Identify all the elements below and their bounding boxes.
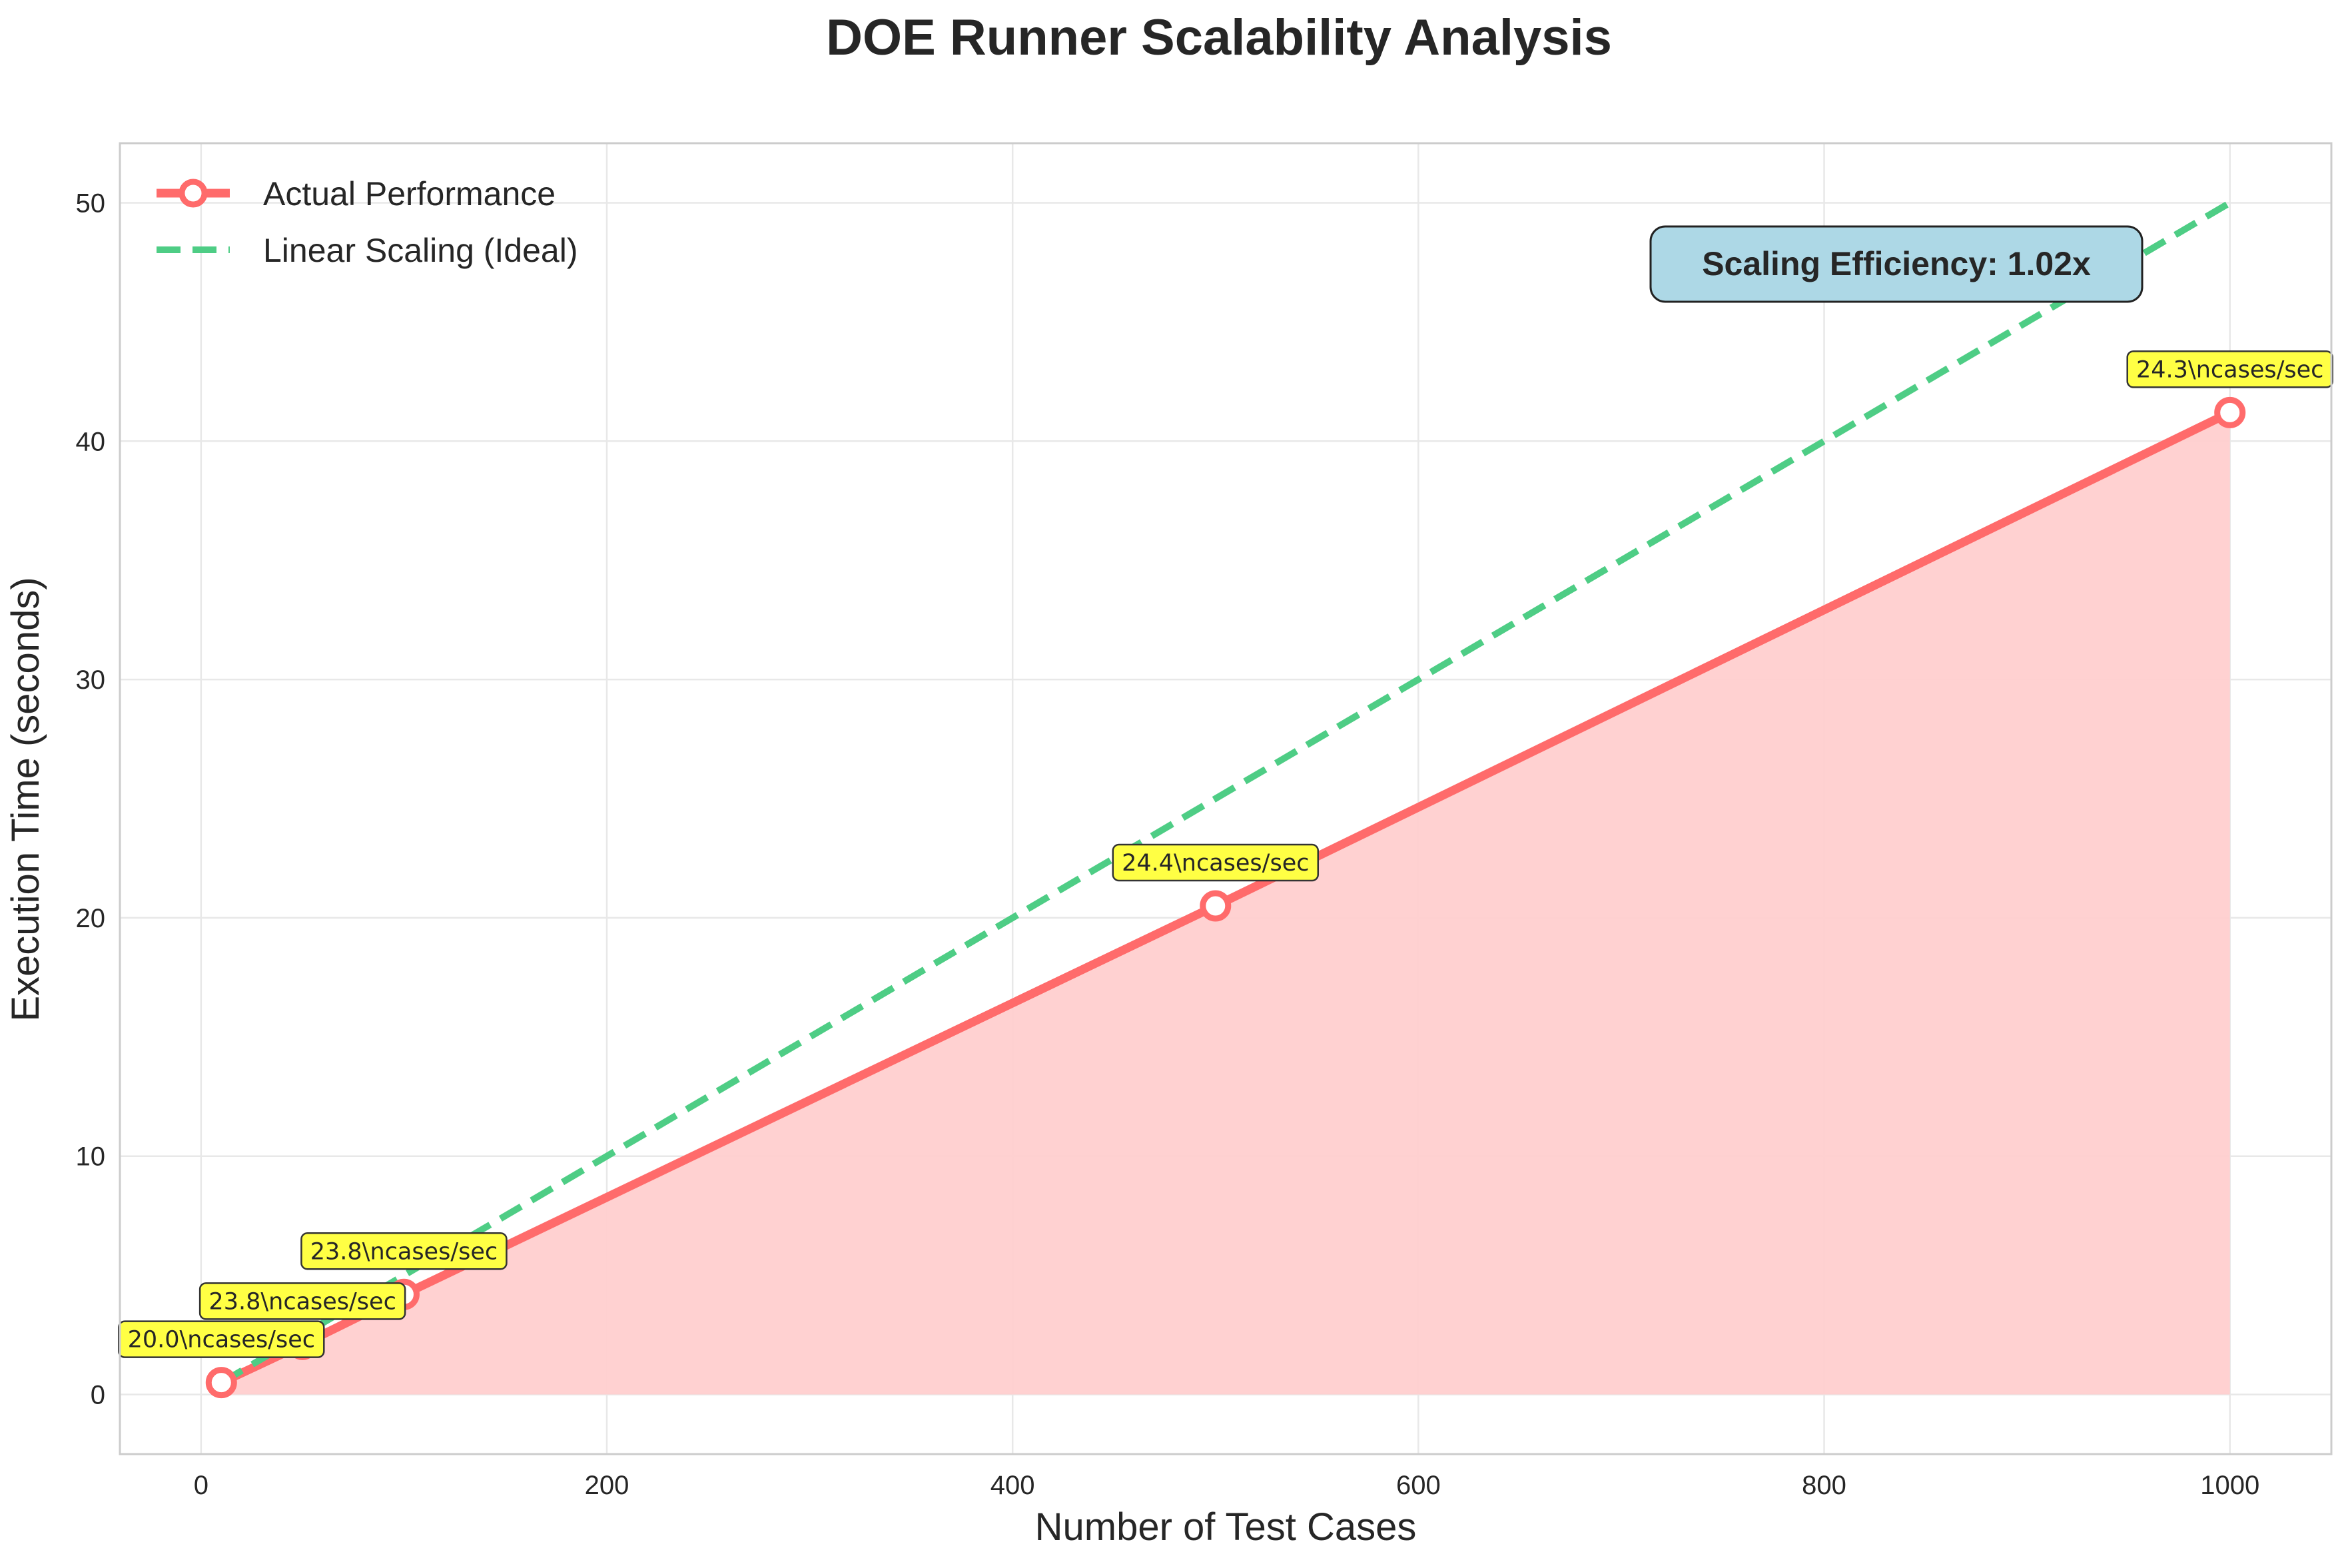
efficiency-box-bg <box>1649 225 2144 303</box>
actual-data-point <box>205 1367 237 1399</box>
rate-annotation-box <box>300 1232 508 1270</box>
plot-frame <box>119 142 2333 1455</box>
actual-data-point <box>2214 396 2246 428</box>
rate-annotation-box <box>198 1282 406 1320</box>
legend-actual-marker <box>179 179 208 208</box>
x-tick-label: 1000 <box>2200 1471 2259 1500</box>
actual-data-point <box>1200 890 1232 922</box>
rate-annotation-label: 23.8\ncases/sec <box>310 1238 498 1265</box>
tick-labels: 0 200 400 600 800 1000 0 10 20 30 40 50 <box>76 189 2260 1500</box>
x-tick-label: 600 <box>1396 1471 1441 1500</box>
x-tick-label: 0 <box>194 1471 208 1500</box>
y-tick-label: 30 <box>76 665 106 695</box>
rate-annotation-box <box>2126 350 2333 388</box>
x-tick-label: 400 <box>990 1471 1035 1500</box>
linear-scaling-line <box>219 200 2232 1385</box>
chart-title: DOE Runner Scalability Analysis <box>826 9 1612 66</box>
y-tick-label: 0 <box>91 1381 105 1410</box>
legend-actual-label: Actual Performance <box>263 175 556 212</box>
y-tick-label: 10 <box>76 1142 106 1172</box>
x-tick-label: 800 <box>1802 1471 1846 1500</box>
rate-annotation-label: 24.4\ncases/sec <box>1122 850 1309 877</box>
x-tick-label: 200 <box>585 1471 629 1500</box>
x-axis-title: Number of Test Cases <box>1035 1505 1417 1549</box>
rate-annotation-box <box>1112 843 1320 882</box>
efficiency-label: Scaling Efficiency: 1.02x <box>1702 245 2091 282</box>
efficiency-box: Scaling Efficiency: 1.02x <box>1649 225 2144 303</box>
rate-annotation-label: 24.3\ncases/sec <box>2136 356 2323 383</box>
rate-annotation-label: 23.8\ncases/sec <box>208 1288 396 1315</box>
legend-ideal-label: Linear Scaling (Ideal) <box>263 232 578 269</box>
y-tick-label: 20 <box>76 904 106 933</box>
rate-annotation-label: 20.0\ncases/sec <box>128 1327 315 1354</box>
annotation-layer: 20.0\ncases/sec 23.8\ncases/sec 23.8\ncase… <box>118 350 2333 1358</box>
rate-annotation-box <box>118 1320 325 1358</box>
legend: Actual Performance Linear Scaling (Ideal) <box>157 175 578 269</box>
y-tick-label: 40 <box>76 427 106 456</box>
y-tick-label: 50 <box>76 189 106 218</box>
y-axis-title: Execution Time (seconds) <box>4 577 47 1021</box>
